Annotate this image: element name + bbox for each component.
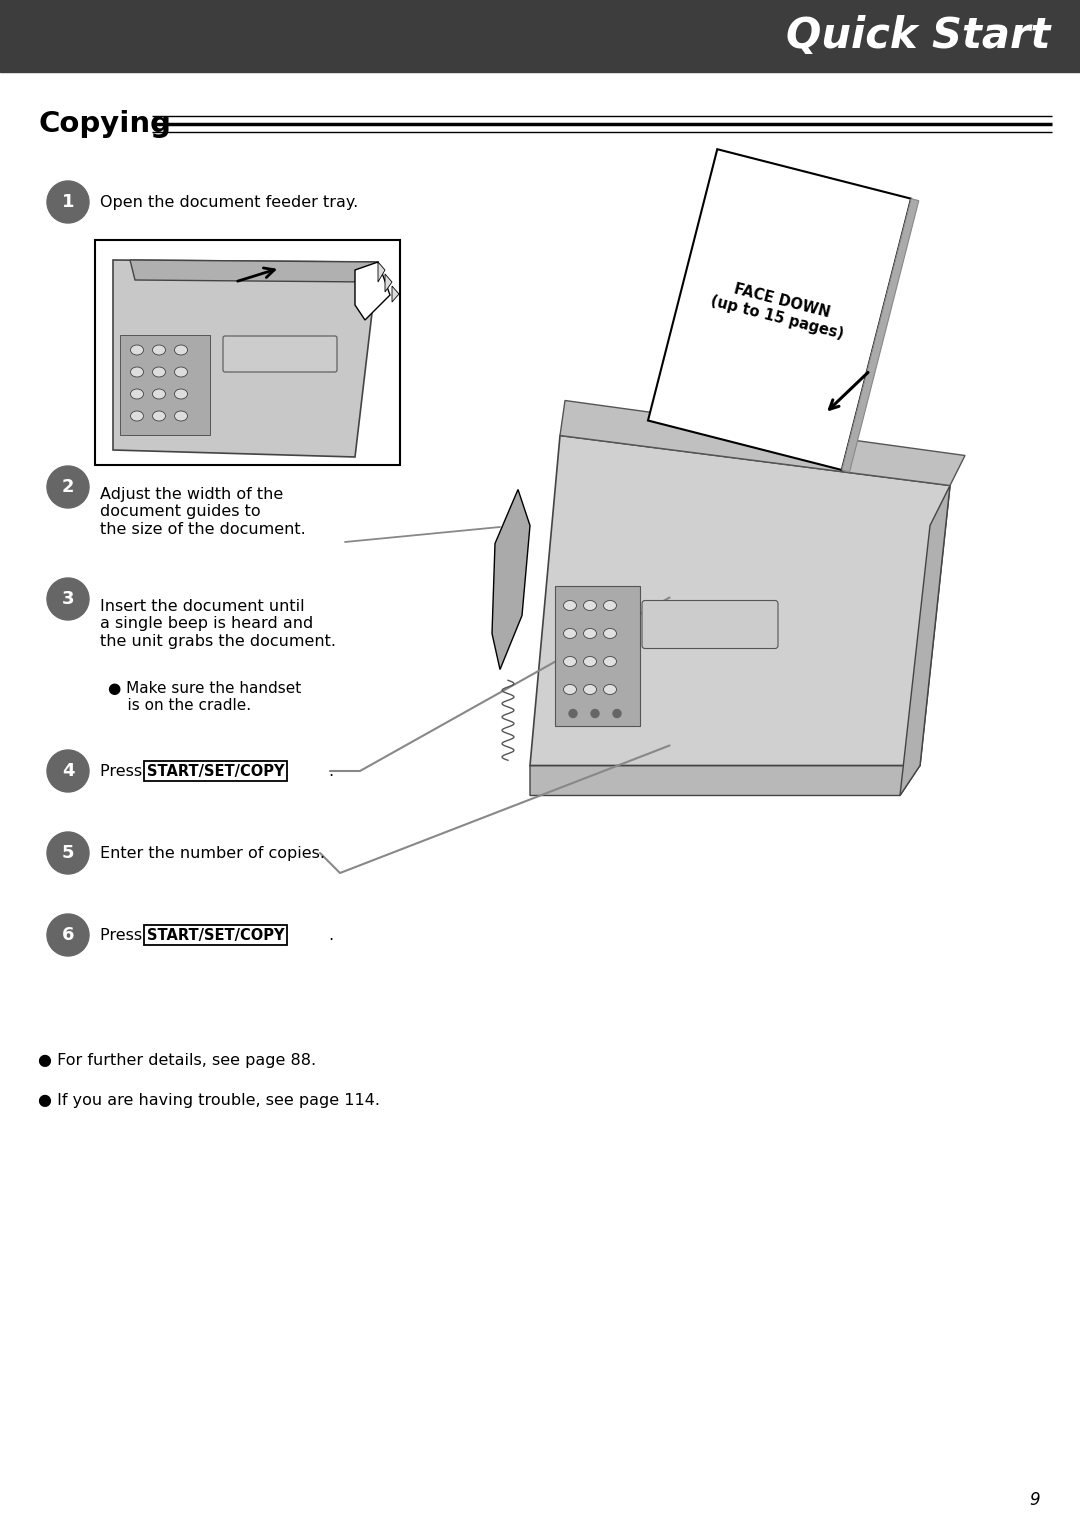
Circle shape [48,914,89,957]
Polygon shape [530,435,950,766]
Text: Open the document feeder tray.: Open the document feeder tray. [100,194,359,209]
Bar [95,240,400,465]
Ellipse shape [604,628,617,639]
Text: .: . [328,927,333,943]
Polygon shape [530,766,920,796]
Text: FACE DOWN
(up to 15 pages): FACE DOWN (up to 15 pages) [710,277,850,342]
Ellipse shape [583,628,596,639]
Ellipse shape [583,685,596,695]
Circle shape [591,709,599,718]
Polygon shape [900,486,950,796]
Polygon shape [492,489,530,669]
Circle shape [48,750,89,792]
Polygon shape [561,400,966,486]
Ellipse shape [583,601,596,611]
Polygon shape [130,260,375,283]
Text: Insert the document until
a single beep is heard and
the unit grabs the document: Insert the document until a single beep … [100,599,336,649]
Circle shape [48,833,89,874]
Ellipse shape [131,390,144,399]
Text: Adjust the width of the
document guides to
the size of the document.: Adjust the width of the document guides … [100,487,306,536]
Text: 3: 3 [62,590,75,608]
Polygon shape [841,199,919,472]
Text: 5: 5 [62,843,75,862]
Circle shape [569,709,577,718]
Ellipse shape [131,411,144,422]
Polygon shape [392,286,399,303]
Text: Press: Press [100,764,147,778]
Text: START/SET/COPY: START/SET/COPY [147,927,284,943]
Circle shape [613,709,621,718]
Polygon shape [648,150,912,471]
Text: 1: 1 [62,193,75,211]
Polygon shape [378,261,384,283]
Text: START/SET/COPY: START/SET/COPY [147,764,284,778]
Text: ● If you are having trouble, see page 114.: ● If you are having trouble, see page 11… [38,1093,380,1108]
Ellipse shape [152,390,165,399]
Ellipse shape [152,367,165,377]
Text: ● For further details, see page 88.: ● For further details, see page 88. [38,1053,316,1068]
Text: Enter the number of copies.: Enter the number of copies. [100,845,325,860]
Ellipse shape [175,367,188,377]
Text: 2: 2 [62,478,75,497]
FancyBboxPatch shape [642,601,778,648]
Ellipse shape [564,601,577,611]
Text: ● Make sure the handset
    is on the cradle.: ● Make sure the handset is on the cradle… [108,681,301,714]
Ellipse shape [131,367,144,377]
Ellipse shape [604,685,617,695]
Text: Quick Start: Quick Start [785,15,1050,57]
Text: .: . [328,764,333,778]
Ellipse shape [175,390,188,399]
Circle shape [48,466,89,507]
Text: 4: 4 [62,762,75,779]
Text: 9: 9 [1029,1491,1040,1510]
Text: 6: 6 [62,926,75,944]
Ellipse shape [564,628,577,639]
Bar [555,585,640,726]
Ellipse shape [152,411,165,422]
Circle shape [48,578,89,620]
Polygon shape [113,260,378,457]
Ellipse shape [564,657,577,666]
Ellipse shape [175,411,188,422]
Polygon shape [384,274,392,292]
Ellipse shape [152,345,165,354]
Polygon shape [355,261,390,319]
Bar [0,0,1080,72]
Ellipse shape [604,601,617,611]
Ellipse shape [604,657,617,666]
Bar [120,335,210,435]
Ellipse shape [131,345,144,354]
Text: Copying: Copying [38,110,171,138]
Ellipse shape [175,345,188,354]
Ellipse shape [564,685,577,695]
Text: Press: Press [100,927,147,943]
Ellipse shape [583,657,596,666]
Circle shape [48,180,89,223]
FancyBboxPatch shape [222,336,337,371]
